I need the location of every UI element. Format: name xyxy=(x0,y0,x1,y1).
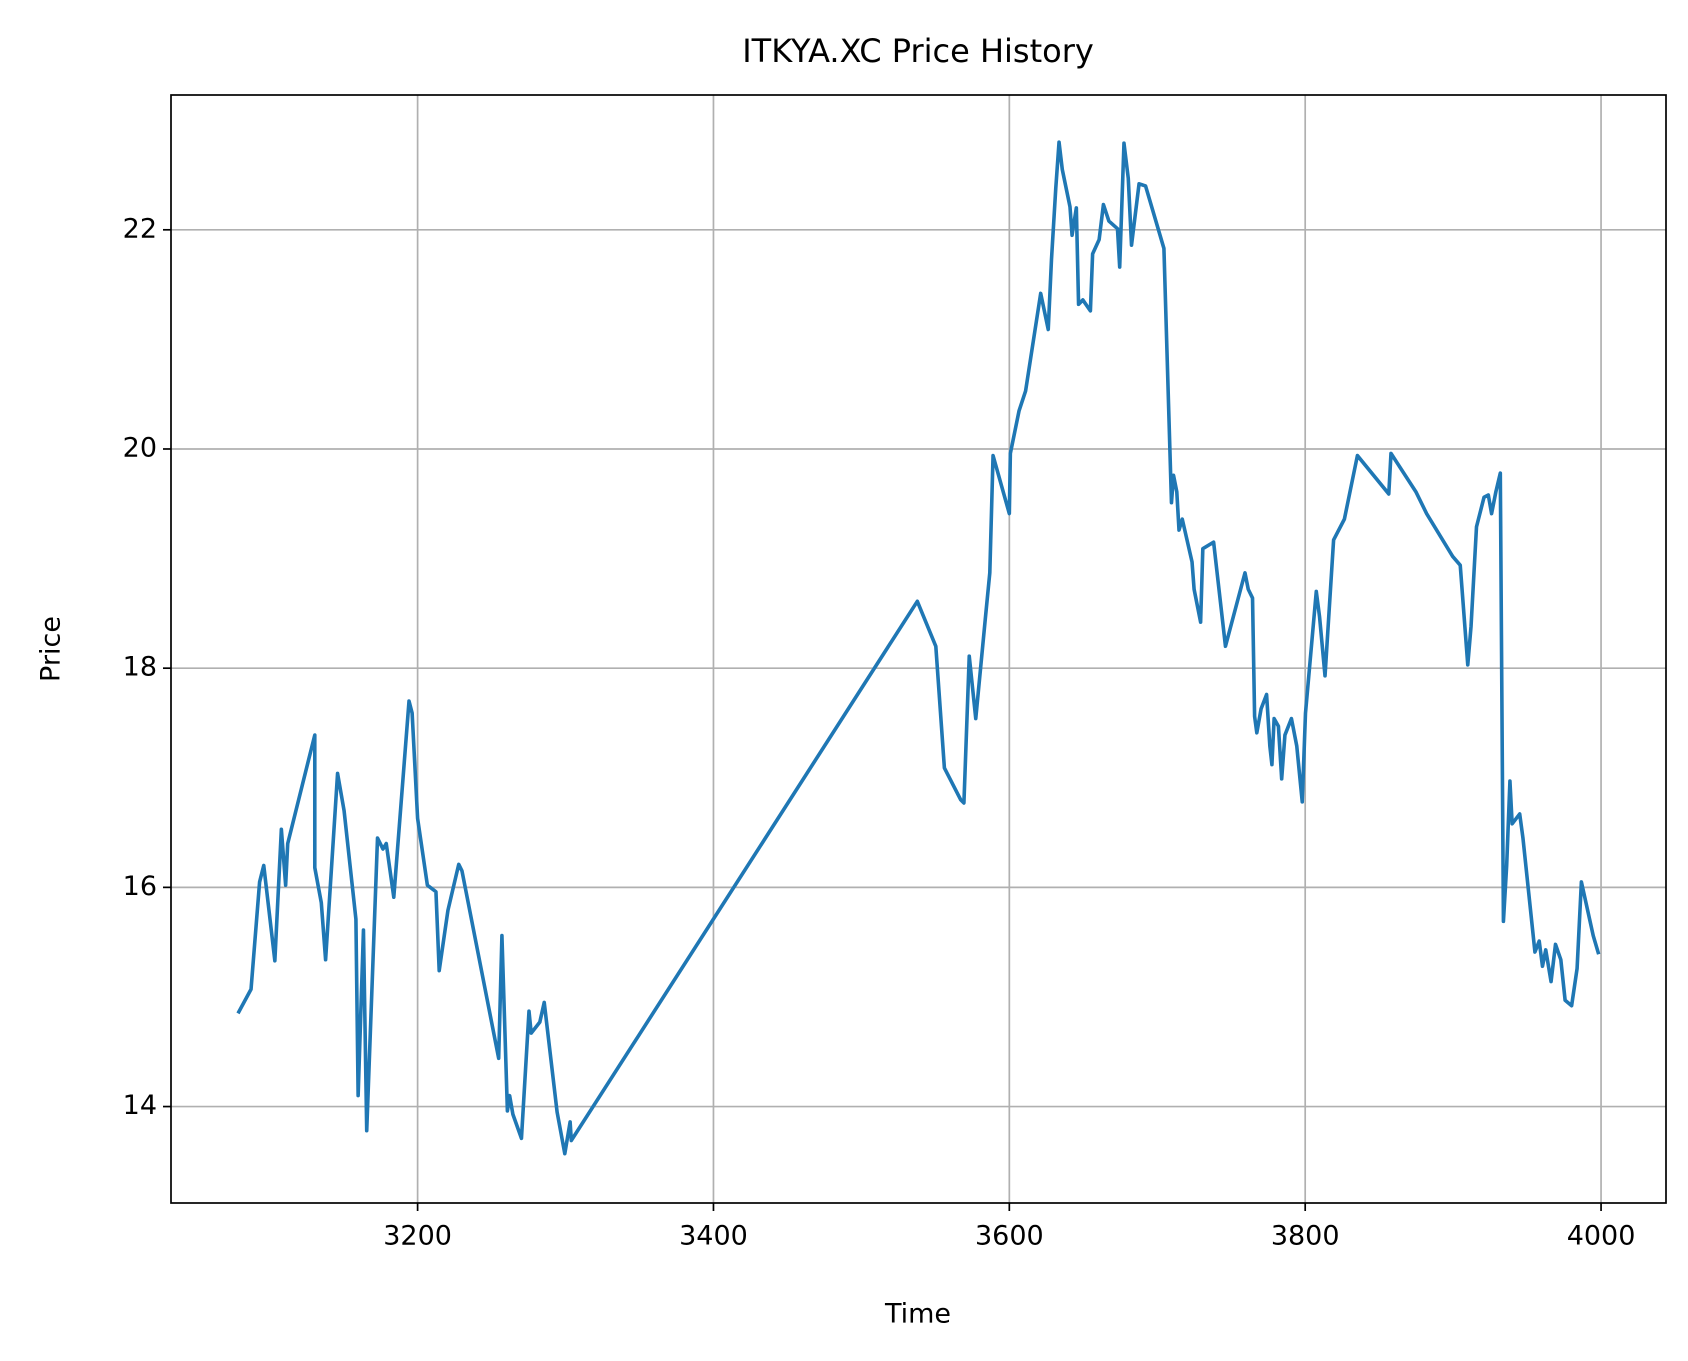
x-tick-label: 3600 xyxy=(975,1221,1044,1252)
x-tick-label: 3200 xyxy=(383,1221,452,1252)
x-tick-label: 3800 xyxy=(1271,1221,1340,1252)
y-axis-label: Price xyxy=(36,616,67,682)
price-line xyxy=(236,140,1601,1156)
x-tick-label: 3400 xyxy=(679,1221,748,1252)
y-tick-label: 14 xyxy=(123,1090,157,1121)
y-tick-label: 20 xyxy=(123,432,157,463)
y-tick-label: 18 xyxy=(123,652,157,683)
y-tick-label: 22 xyxy=(123,213,157,244)
x-tick-label: 4000 xyxy=(1567,1221,1636,1252)
x-axis-label: Time xyxy=(884,1299,951,1330)
y-tick-label: 16 xyxy=(123,871,157,902)
chart-title: ITKYA.XC Price History xyxy=(742,32,1094,70)
plot-frame xyxy=(170,94,1667,1204)
